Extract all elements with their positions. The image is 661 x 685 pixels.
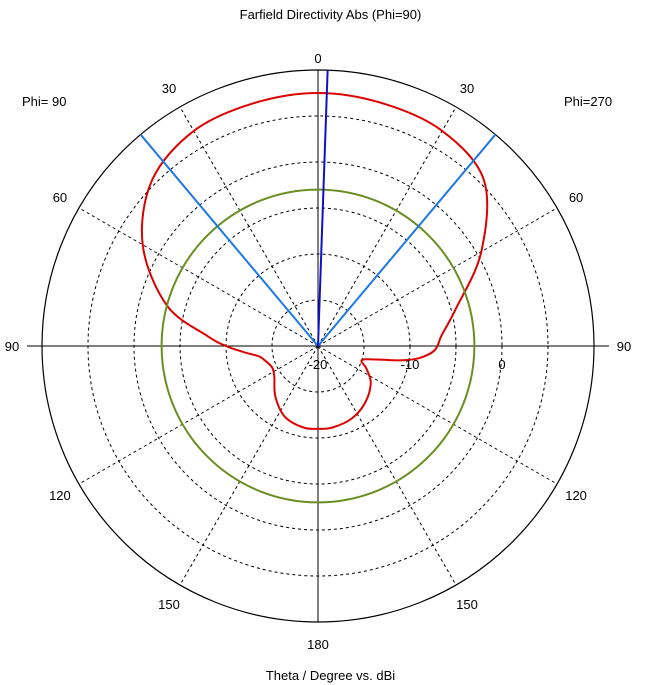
angle-tick-label: 120 <box>565 488 587 503</box>
radial-tick-label: 0 <box>498 357 505 372</box>
x-axis-label: Theta / Degree vs. dBi <box>265 668 396 683</box>
grid-circle <box>87 115 549 577</box>
grid-circle <box>133 161 503 531</box>
angle-tick-label: 120 <box>49 488 71 503</box>
angle-tick-label: 180 <box>307 637 329 652</box>
direction-ray <box>317 70 329 347</box>
grid-circle <box>271 299 365 393</box>
radial-tick-label: -20 <box>309 357 328 372</box>
series-layer <box>139 70 497 504</box>
outer-circle <box>41 69 595 623</box>
angle-tick-label: 30 <box>460 81 474 96</box>
axis-labels: Phi= 90 Phi=270 0 30 60 90 120 150 180 30 60 90 12… <box>5 51 631 652</box>
phi-90-label: Phi= 90 <box>22 94 66 109</box>
angle-tick-label: 30 <box>162 81 176 96</box>
chart-title: Farfield Directivity Abs (Phi=90) <box>239 7 422 22</box>
angle-tick-label: 150 <box>158 597 180 612</box>
grid-circle <box>179 207 457 485</box>
direction-ray <box>139 133 319 347</box>
angle-tick-label: 60 <box>569 190 583 205</box>
angle-tick-label: 90 <box>617 339 631 354</box>
directivity-pattern-line <box>140 91 489 430</box>
angle-tick-label: 60 <box>53 190 67 205</box>
angle-tick-label: 90 <box>5 339 19 354</box>
angle-tick-label: 150 <box>456 597 478 612</box>
radial-tick-label: -10 <box>401 357 420 372</box>
phi-270-label: Phi=270 <box>564 94 612 109</box>
level-circle <box>160 188 476 504</box>
angle-tick-label: 0 <box>314 51 321 66</box>
direction-ray <box>317 133 497 347</box>
